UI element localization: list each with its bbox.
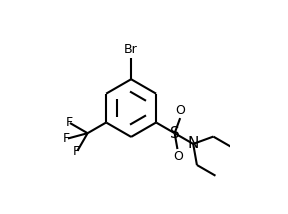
Text: Br: Br	[124, 43, 138, 56]
Text: S: S	[170, 126, 179, 141]
Text: N: N	[187, 136, 199, 152]
Text: F: F	[65, 116, 72, 129]
Text: O: O	[173, 150, 183, 163]
Text: O: O	[175, 104, 185, 117]
Text: F: F	[63, 132, 70, 145]
Text: F: F	[73, 146, 80, 158]
